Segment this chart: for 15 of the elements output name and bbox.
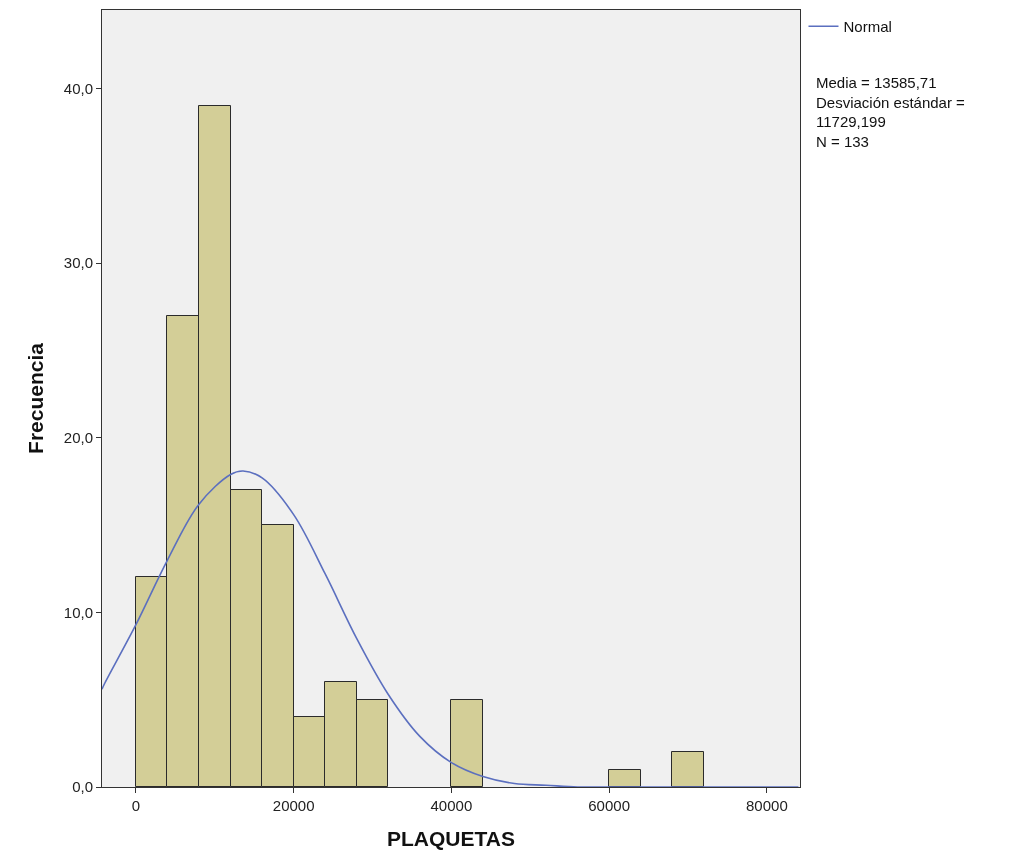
line-series (102, 470, 800, 787)
x-tick-label: 60000 (588, 797, 630, 814)
legend-label: Normal (843, 18, 892, 36)
y-tick-label: 20,0 (63, 429, 93, 447)
y-tick-label: 30,0 (63, 254, 93, 272)
y-tick-label: 40,0 (63, 79, 93, 97)
x-tick-label: 40000 (430, 797, 473, 814)
x-tick-label: 80000 (746, 797, 788, 814)
x-tick-label: 0 (131, 797, 141, 814)
y-axis-title: Frecuencia (23, 342, 47, 454)
text: Media = 13585,71 Desviación estándar = 11729,199 N = 133 (816, 74, 966, 150)
x-axis-title: PLAQUETAS (387, 827, 515, 851)
y-tick-label: 0,0 (72, 778, 93, 796)
y-tick-label: 10,0 (63, 603, 93, 621)
x-tick-label: 20000 (272, 797, 315, 814)
